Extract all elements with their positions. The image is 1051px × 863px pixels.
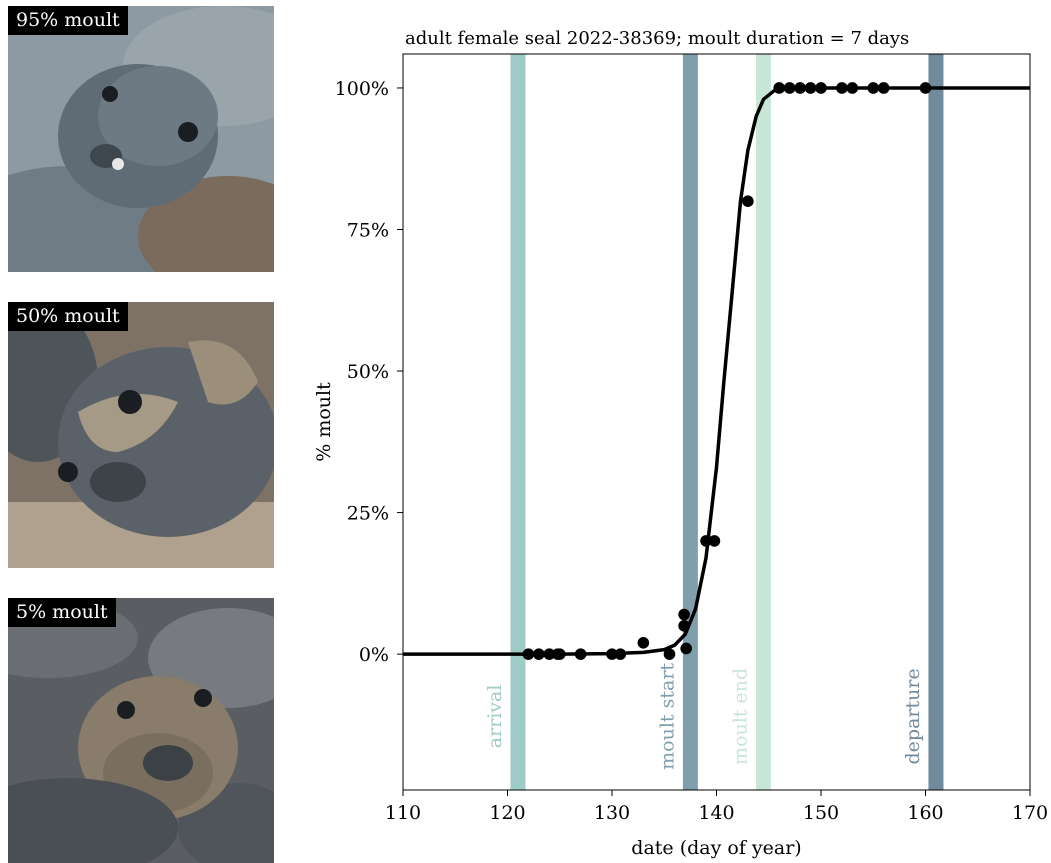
chart-title: adult female seal 2022-38369; moult dura… [405,28,909,49]
y-tick-label: 75% [347,220,389,242]
y-tick-label: 0% [359,644,389,666]
data-point [783,82,796,94]
photo-5-moult: 5% moult [8,598,274,863]
data-point [637,637,650,649]
photo-95-moult: 95% moult [8,6,274,272]
data-point [867,82,880,94]
y-tick-label: 50% [347,361,389,383]
seal-photo-95 [8,6,274,272]
y-axis-label: % moult [313,382,335,462]
label-arrival: arrival [484,685,506,749]
band-departure [928,54,944,790]
y-axis: 0% 25% 50% 75% 100% [335,78,403,666]
x-axis: 110 120 130 140 150 160 170 [385,790,1048,824]
data-point [663,648,676,660]
data-point [522,648,535,660]
x-tick-label: 140 [698,802,734,824]
data-point [553,648,566,660]
data-point [574,648,587,660]
label-moult-start: moult start [656,663,678,770]
data-point [700,535,712,547]
data-point [815,82,827,94]
band-moult-end [756,54,772,790]
data-point [614,648,627,660]
data-point [606,648,618,660]
data-point [877,82,890,94]
label-moult-end: moult end [730,668,752,765]
data-point [804,82,817,94]
band-arrival [510,54,526,790]
data-point [742,195,754,207]
data-point [680,642,692,655]
photo-label-5: 5% moult [8,598,116,627]
x-tick-label: 160 [907,802,943,824]
data-point [533,648,545,660]
data-point [773,82,785,94]
x-tick-label: 150 [803,802,839,824]
data-point [708,535,721,547]
logistic-fit-line [403,86,1030,656]
data-point [919,82,932,94]
data-point [678,620,690,632]
label-departure: departure [902,668,924,764]
y-tick-label: 25% [347,503,389,525]
photo-label-50: 50% moult [8,302,128,331]
photo-label-95: 95% moult [8,6,128,35]
x-tick-label: 120 [489,802,525,824]
observation-points [522,82,932,660]
x-tick-label: 170 [1012,802,1048,824]
x-tick-label: 130 [594,802,630,824]
data-point [794,82,806,94]
x-tick-label: 110 [385,802,421,824]
y-tick-label: 100% [335,78,389,100]
data-point [846,82,859,94]
band-moult-start [682,54,698,790]
seal-photo-50 [8,302,274,568]
photo-50-moult: 50% moult [8,302,274,568]
data-point [543,648,556,660]
moult-event-bands [510,54,944,790]
seal-photo-5 [8,598,274,863]
data-point [836,82,848,94]
x-axis-label: date (day of year) [631,837,801,859]
moult-event-labels: arrival moult start moult end departure [484,663,924,770]
data-point [678,608,690,621]
